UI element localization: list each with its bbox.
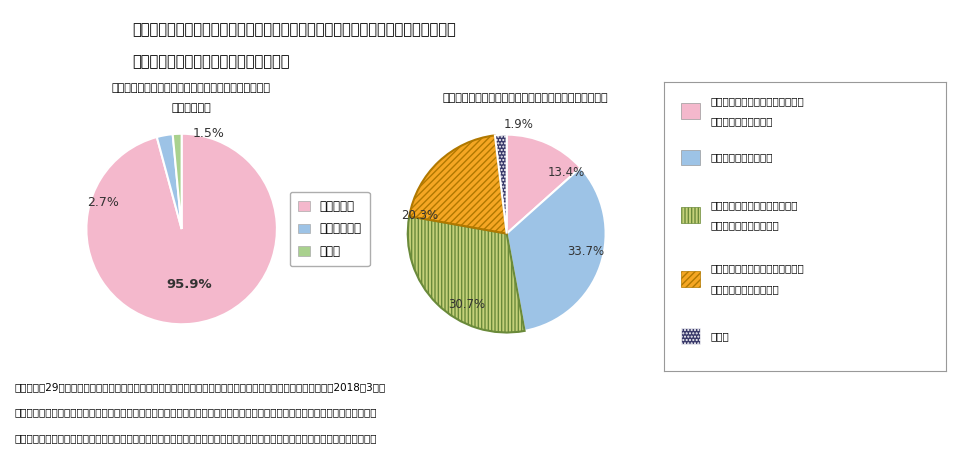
Text: 20.3%: 20.3% — [402, 209, 438, 222]
Text: 1.9%: 1.9% — [504, 118, 533, 131]
Bar — [682, 149, 700, 165]
Wedge shape — [86, 134, 277, 324]
Text: 特に決めていない（これまでにそ: 特に決めていない（これまでにそ — [711, 263, 805, 273]
Wedge shape — [507, 168, 605, 331]
Bar — [682, 104, 700, 119]
Text: 介護（認知症グループホーム）、養護老人ホーム、軽費老人ホーム、有料老人ホーム（サービス付き高齢者住宅を除く）。: 介護（認知症グループホーム）、養護老人ホーム、軽費老人ホーム、有料老人ホーム（サ… — [14, 434, 377, 444]
Text: 施設への入所時の契約書において、本人以外の署名を求めているか／本人以外の署: 施設への入所時の契約書において、本人以外の署名を求めているか／本人以外の署 — [133, 22, 456, 37]
Wedge shape — [408, 216, 525, 333]
Text: 名欄に記載できない場合の入所の取扱い: 名欄に記載できない場合の入所の取扱い — [133, 54, 290, 69]
Legend: 求めている, 求めていない, 無回答: 求めている, 求めていない, 無回答 — [290, 192, 370, 266]
Text: 図表 1-7-8: 図表 1-7-8 — [31, 33, 98, 48]
Text: 条件付きで受け入れる: 条件付きで受け入れる — [711, 153, 773, 163]
Bar — [682, 207, 700, 223]
Text: 33.7%: 33.7% — [567, 245, 604, 258]
Wedge shape — [495, 135, 507, 234]
Text: 求めているか: 求めているか — [171, 104, 211, 113]
Text: 資料：平成29年度老人保健事業推進費等補助金介護施設等における身元保証人等に関する調査研究事業報告書（2018年3月）: 資料：平成29年度老人保健事業推進費等補助金介護施設等における身元保証人等に関す… — [14, 382, 385, 393]
Text: 30.7%: 30.7% — [448, 298, 486, 311]
Text: 入所は受け入れていない: 入所は受け入れていない — [711, 220, 780, 230]
Text: 95.9%: 95.9% — [166, 278, 212, 291]
Text: 2.7%: 2.7% — [88, 196, 120, 209]
Text: 施設への入所時の契約書において、本人以外の署名を: 施設への入所時の契約書において、本人以外の署名を — [112, 83, 271, 93]
Wedge shape — [507, 135, 580, 234]
Text: （注）　調査対象は介護老人福祉施設（特別養護老人ホーム）、介護老人保健施設、介護療養型医療施設、認知症対応型協働生活: （注） 調査対象は介護老人福祉施設（特別養護老人ホーム）、介護老人保健施設、介護… — [14, 407, 377, 417]
Text: 無回答: 無回答 — [711, 331, 729, 341]
Wedge shape — [157, 134, 182, 229]
Text: 13.4%: 13.4% — [548, 166, 585, 179]
Bar — [682, 271, 700, 287]
Bar — [682, 328, 700, 344]
Text: 本人以外の署名がないままでは: 本人以外の署名がないままでは — [711, 200, 798, 210]
Text: 本人以外の署名がなくとも、その: 本人以外の署名がなくとも、その — [711, 96, 805, 106]
Text: 本人以外の署名欄に記載ができない場合の入所の取扱い: 本人以外の署名欄に記載ができない場合の入所の取扱い — [443, 93, 609, 103]
Text: 1.5%: 1.5% — [192, 127, 225, 140]
Text: まま入所を受け入れる: まま入所を受け入れる — [711, 116, 773, 126]
Text: のような事例がない等）: のような事例がない等） — [711, 284, 780, 294]
Wedge shape — [409, 136, 507, 234]
Wedge shape — [173, 134, 182, 229]
